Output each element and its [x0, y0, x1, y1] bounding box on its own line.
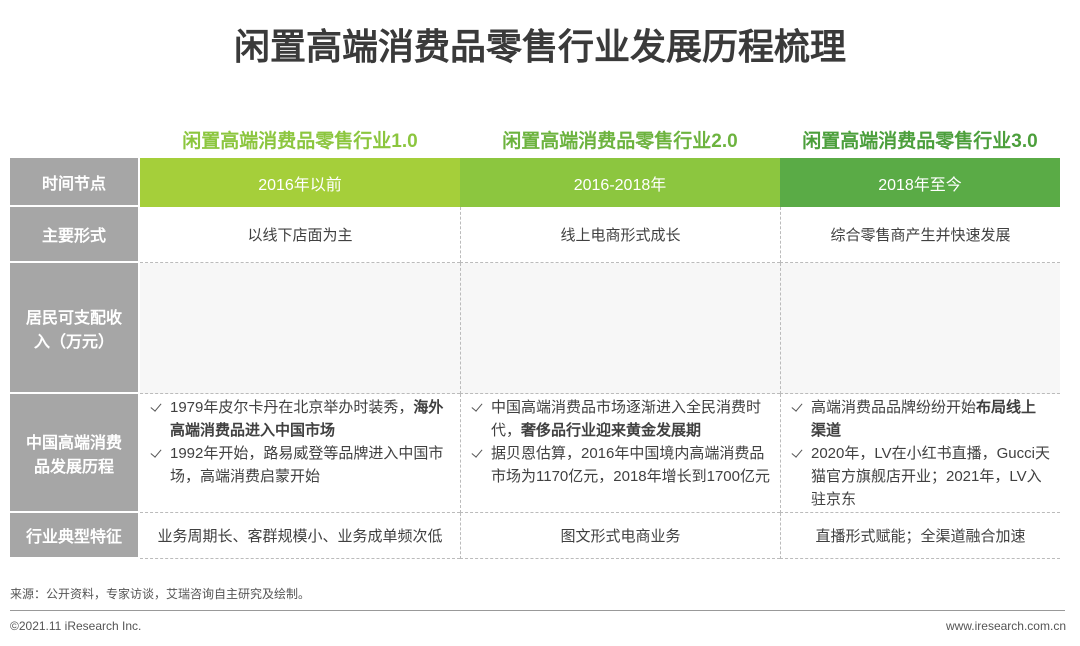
- phase-title: 闲置高端消费品零售行业3.0: [802, 131, 1038, 152]
- row-label: 行业典型特征: [10, 513, 138, 559]
- header-cell: 2016-2018年: [460, 158, 780, 207]
- footer-rule: [10, 610, 1065, 611]
- cell: 直播形式赋能；全渠道融合加速: [780, 513, 1060, 559]
- bullet-text: 奢侈品行业迎来黄金发展期: [521, 422, 702, 439]
- check-icon: [150, 400, 162, 412]
- chart-cell: [140, 263, 460, 394]
- phase-title: 闲置高端消费品零售行业2.0: [502, 131, 738, 152]
- header-cell: 2018年至今: [780, 158, 1060, 207]
- bullet-text: 海外高端消费品进入中国市场: [170, 399, 444, 439]
- title: 闲置高端消费品零售行业发展历程梳理: [233, 26, 846, 67]
- cell: 线上电商形式成长: [460, 207, 780, 263]
- check-icon: [471, 400, 483, 412]
- chart-cell: [460, 263, 780, 394]
- header-cell: 2016年以前: [140, 158, 460, 207]
- chart-cell: [780, 263, 1060, 394]
- bullet-text: 布局线上渠道: [811, 399, 1037, 439]
- cell: 图文形式电商业务: [460, 513, 780, 559]
- bullet: 中国高端消费品市场逐渐进入全民消费时代，奢侈品行业迎来黄金发展期: [471, 396, 770, 442]
- check-icon: [150, 446, 162, 458]
- website: www.iresearch.com.cn: [945, 619, 1066, 633]
- bullet: 据贝恩估算，2016年中国境内高端消费品市场为1170亿元，2018年增长到17…: [471, 442, 770, 488]
- bullet-text: 高端消费品品牌纷纷开始: [811, 399, 977, 416]
- check-icon: [791, 446, 803, 458]
- bullet-cell: 中国高端消费品市场逐渐进入全民消费时代，奢侈品行业迎来黄金发展期 据贝恩估算，20…: [460, 394, 780, 513]
- source: 来源：公开资料，专家访谈，艾瑞咨询自主研究及绘制。: [10, 587, 311, 601]
- phase-title: 闲置高端消费品零售行业1.0: [182, 131, 418, 152]
- bullet-cell: 高端消费品品牌纷纷开始布局线上渠道 2020年，LV在小红书直播，Gucci天猫官…: [780, 394, 1060, 513]
- row-label: 中国高端消费品发展历程: [10, 394, 138, 513]
- check-icon: [471, 446, 483, 458]
- bullet: 高端消费品品牌纷纷开始布局线上渠道: [791, 396, 1050, 442]
- cell: 以线下店面为主: [140, 207, 460, 263]
- row-label: 居民可支配收入（万元）: [10, 263, 138, 394]
- bullet-text: 1979年皮尔卡丹在北京举办时装秀，: [170, 399, 414, 416]
- row-label: 时间节点: [10, 158, 138, 207]
- check-icon: [791, 400, 803, 412]
- bullet: 1992年开始，路易威登等品牌进入中国市场，高端消费启蒙开始: [150, 442, 450, 488]
- bullet: 2020年，LV在小红书直播，Gucci天猫官方旗舰店开业；2021年，LV入驻…: [791, 442, 1050, 511]
- bullet-text: 1992年开始，路易威登等品牌进入中国市场，高端消费启蒙开始: [170, 445, 444, 485]
- cell: 综合零售商产生并快速发展: [780, 207, 1060, 263]
- row-label: 主要形式: [10, 207, 138, 263]
- cell: 业务周期长、客群规模小、业务成单频次低: [140, 513, 460, 559]
- copyright: ©2021.11 iResearch Inc.: [10, 619, 142, 633]
- bullet-cell: 1979年皮尔卡丹在北京举办时装秀，海外高端消费品进入中国市场 1992年开始，路…: [140, 394, 460, 513]
- bullet-text: 据贝恩估算，2016年中国境内高端消费品市场为1170亿元，2018年增长到17…: [491, 445, 770, 485]
- bullet-text: 2020年，LV在小红书直播，Gucci天猫官方旗舰店开业；2021年，LV入驻…: [811, 445, 1050, 508]
- bullet: 1979年皮尔卡丹在北京举办时装秀，海外高端消费品进入中国市场: [150, 396, 450, 442]
- bullet-text: 中国高端消费品市场逐渐进入全民消费时代，: [491, 399, 762, 439]
